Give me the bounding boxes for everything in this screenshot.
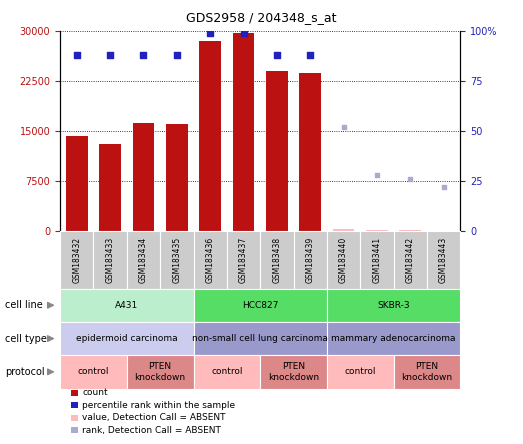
Text: GSM183435: GSM183435 xyxy=(173,237,181,283)
Point xyxy=(73,52,81,59)
Text: GSM183437: GSM183437 xyxy=(239,237,248,283)
Bar xyxy=(66,136,88,231)
Text: GSM183433: GSM183433 xyxy=(106,237,115,283)
Text: SKBR-3: SKBR-3 xyxy=(377,301,410,310)
Point xyxy=(173,52,181,59)
Point xyxy=(339,123,348,131)
Text: GSM183434: GSM183434 xyxy=(139,237,148,283)
Text: control: control xyxy=(345,367,376,377)
Text: GSM183443: GSM183443 xyxy=(439,237,448,283)
Text: cell type: cell type xyxy=(5,333,47,344)
Text: PTEN
knockdown: PTEN knockdown xyxy=(401,362,452,381)
Text: HCC827: HCC827 xyxy=(242,301,278,310)
Bar xyxy=(333,229,355,231)
Text: GDS2958 / 204348_s_at: GDS2958 / 204348_s_at xyxy=(186,11,337,24)
Point xyxy=(373,171,381,178)
Point xyxy=(206,30,214,37)
Text: PTEN
knockdown: PTEN knockdown xyxy=(268,362,319,381)
Point xyxy=(106,52,115,59)
Bar xyxy=(199,41,221,231)
Text: protocol: protocol xyxy=(5,367,45,377)
Text: cell line: cell line xyxy=(5,300,43,310)
Text: GSM183438: GSM183438 xyxy=(272,237,281,283)
Point xyxy=(439,183,448,190)
Bar xyxy=(133,123,154,231)
Text: rank, Detection Call = ABSENT: rank, Detection Call = ABSENT xyxy=(82,426,221,435)
Point xyxy=(139,52,147,59)
Text: non-small cell lung carcinoma: non-small cell lung carcinoma xyxy=(192,334,328,343)
Bar xyxy=(366,230,388,231)
Text: epidermoid carcinoma: epidermoid carcinoma xyxy=(76,334,178,343)
Text: GSM183436: GSM183436 xyxy=(206,237,214,283)
Bar xyxy=(99,144,121,231)
Point xyxy=(272,52,281,59)
Text: count: count xyxy=(82,388,108,397)
Text: GSM183432: GSM183432 xyxy=(72,237,81,283)
Bar xyxy=(233,33,254,231)
Text: GSM183442: GSM183442 xyxy=(406,237,415,283)
Text: GSM183440: GSM183440 xyxy=(339,237,348,283)
Point xyxy=(240,30,248,37)
Bar xyxy=(266,71,288,231)
Text: control: control xyxy=(211,367,243,377)
Text: GSM183441: GSM183441 xyxy=(372,237,381,283)
Point xyxy=(406,175,414,182)
Text: GSM183439: GSM183439 xyxy=(306,237,315,283)
Text: percentile rank within the sample: percentile rank within the sample xyxy=(82,401,235,410)
Text: mammary adenocarcinoma: mammary adenocarcinoma xyxy=(331,334,456,343)
Text: A431: A431 xyxy=(115,301,139,310)
Bar xyxy=(299,73,321,231)
Point xyxy=(306,52,314,59)
Text: value, Detection Call = ABSENT: value, Detection Call = ABSENT xyxy=(82,413,225,422)
Text: control: control xyxy=(78,367,109,377)
Bar xyxy=(400,230,421,231)
Text: PTEN
knockdown: PTEN knockdown xyxy=(134,362,186,381)
Bar xyxy=(166,124,188,231)
